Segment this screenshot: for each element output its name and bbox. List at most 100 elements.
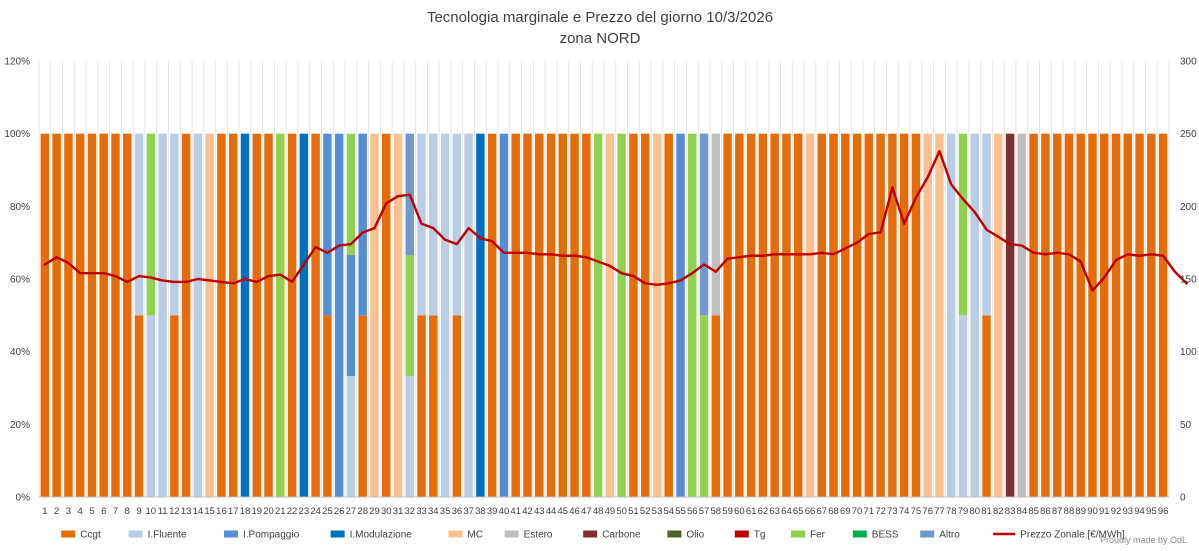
bar-segment-ccgt bbox=[558, 133, 568, 498]
bar-segment-pompaggio bbox=[323, 133, 332, 316]
x-tick-label: 6 bbox=[101, 506, 106, 517]
y-left-tick-label: 120% bbox=[4, 57, 30, 68]
x-tick-label: 95 bbox=[1146, 506, 1157, 517]
bar-segment-fluente bbox=[947, 133, 956, 498]
x-tick-label: 92 bbox=[1111, 506, 1122, 517]
x-tick-label: 47 bbox=[581, 506, 592, 517]
bar-segment-ccgt bbox=[876, 133, 885, 498]
x-tick-label: 71 bbox=[864, 506, 875, 517]
legend-label: Olio bbox=[686, 530, 704, 541]
bar-segment-ccgt bbox=[793, 133, 803, 498]
x-tick-label: 50 bbox=[616, 506, 627, 517]
x-tick-label: 44 bbox=[546, 506, 557, 517]
bar-segment-estero bbox=[1017, 133, 1027, 498]
x-tick-label: 52 bbox=[640, 506, 651, 517]
legend-label: Carbone bbox=[602, 530, 641, 541]
bar-segment-ccgt bbox=[852, 133, 862, 498]
bar-segment-mc bbox=[205, 133, 214, 498]
bar-segment-mc bbox=[935, 133, 944, 498]
bar-segment-ccgt bbox=[1158, 133, 1168, 498]
x-tick-label: 13 bbox=[181, 506, 192, 517]
x-tick-label: 21 bbox=[275, 506, 286, 517]
x-tick-label: 15 bbox=[204, 506, 215, 517]
x-tick-label: 61 bbox=[746, 506, 757, 517]
bar-segment-fer bbox=[617, 133, 626, 498]
bar-segment-fer bbox=[146, 133, 156, 316]
x-tick-label: 53 bbox=[652, 506, 663, 517]
bar-segment-modulazione bbox=[476, 133, 485, 498]
y-right-tick-label: 100 bbox=[1180, 347, 1197, 358]
legend-label: I.Modulazione bbox=[350, 530, 413, 541]
x-tick-label: 12 bbox=[169, 506, 180, 517]
x-tick-label: 16 bbox=[216, 506, 227, 517]
x-tick-label: 90 bbox=[1087, 506, 1098, 517]
legend-label: MC bbox=[467, 530, 483, 541]
bar-segment-ccgt bbox=[817, 133, 826, 498]
bar-segment-ccgt bbox=[511, 133, 520, 498]
bar-segment-fluente bbox=[958, 315, 968, 497]
x-tick-label: 69 bbox=[840, 506, 851, 517]
legend-label: Ccgt bbox=[80, 530, 101, 541]
x-tick-label: 84 bbox=[1017, 506, 1028, 517]
bar-segment-ccgt bbox=[170, 315, 179, 497]
bar-segment-ccgt bbox=[841, 133, 850, 498]
bar-segment-fluente bbox=[170, 133, 179, 316]
bar-segment-ccgt bbox=[1029, 133, 1038, 498]
legend-swatch bbox=[734, 530, 749, 538]
x-tick-label: 40 bbox=[499, 506, 510, 517]
bar-segment-ccgt bbox=[52, 133, 61, 498]
bar-segment-ccgt bbox=[1135, 133, 1144, 498]
price-line bbox=[43, 149, 1188, 292]
bar-segment-fluente bbox=[405, 376, 415, 497]
x-tick-label: 18 bbox=[240, 506, 251, 517]
y-left-tick-label: 80% bbox=[10, 202, 30, 213]
x-tick-label: 25 bbox=[322, 506, 333, 517]
legend-swatch bbox=[448, 530, 463, 538]
bar-segment-ccgt bbox=[864, 133, 874, 498]
x-tick-label: 58 bbox=[711, 506, 722, 517]
bar-segment-fer bbox=[276, 133, 285, 498]
x-tick-label: 83 bbox=[1005, 506, 1016, 517]
bar-segment-ccgt bbox=[252, 133, 261, 498]
bar-segment-fluente bbox=[970, 133, 980, 498]
x-tick-label: 20 bbox=[263, 506, 274, 517]
x-tick-label: 77 bbox=[934, 506, 945, 517]
bar-segment-fluente bbox=[193, 133, 203, 498]
x-tick-label: 8 bbox=[125, 506, 130, 517]
x-tick-label: 32 bbox=[404, 506, 415, 517]
bar-segment-fluente bbox=[134, 133, 144, 316]
x-tick-label: 55 bbox=[675, 506, 686, 517]
x-tick-label: 57 bbox=[699, 506, 710, 517]
bar-segment-ccgt bbox=[735, 133, 744, 498]
x-tick-label: 2 bbox=[54, 506, 59, 517]
legend-item: I.Modulazione bbox=[330, 530, 413, 541]
legend-swatch bbox=[791, 530, 805, 538]
y-left-tick-label: 40% bbox=[10, 347, 30, 358]
y-left-tick-label: 60% bbox=[10, 275, 30, 286]
x-tick-label: 3 bbox=[66, 506, 71, 517]
x-tick-label: 93 bbox=[1123, 506, 1134, 517]
y-left-tick-label: 20% bbox=[10, 420, 30, 431]
x-tick-label: 17 bbox=[228, 506, 239, 517]
credit-text: Proudly made by OdL bbox=[1099, 535, 1187, 545]
x-tick-label: 42 bbox=[522, 506, 533, 517]
legend-label: BESS bbox=[872, 530, 899, 541]
y-right-tick-label: 300 bbox=[1180, 57, 1197, 68]
x-tick-label: 35 bbox=[440, 506, 451, 517]
x-tick-label: 86 bbox=[1040, 506, 1051, 517]
bar-segment-ccgt bbox=[323, 315, 332, 497]
legend-swatch bbox=[667, 530, 682, 538]
bar-segment-ccgt bbox=[382, 133, 391, 498]
bar-segment-ccgt bbox=[1052, 133, 1062, 498]
bar-segment-ccgt bbox=[546, 133, 556, 498]
legend-label: Fer bbox=[810, 530, 826, 541]
x-tick-label: 74 bbox=[899, 506, 910, 517]
bar-segment-ccgt bbox=[1111, 133, 1121, 498]
x-tick-label: 45 bbox=[558, 506, 569, 517]
legend-item: Tg bbox=[734, 530, 765, 541]
bar-segment-ccgt bbox=[87, 133, 97, 498]
bar-segment-ccgt bbox=[417, 315, 426, 497]
bar-segment-ccgt bbox=[40, 133, 50, 498]
bar-segment-ccgt bbox=[358, 315, 367, 497]
x-tick-label: 1 bbox=[42, 506, 47, 517]
